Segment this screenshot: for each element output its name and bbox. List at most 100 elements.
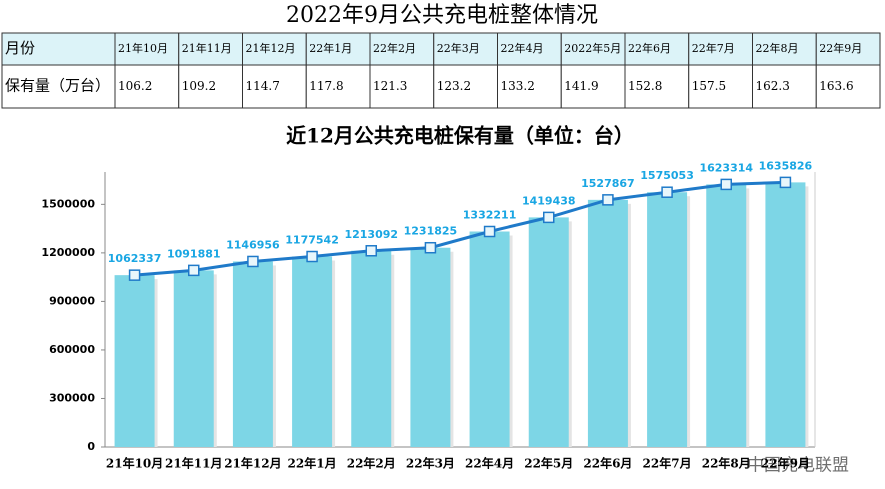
table-value: 109.2 (182, 79, 216, 93)
x-tick-label: 22年2月 (347, 456, 396, 471)
table-header: 22年3月 (437, 41, 480, 55)
x-tick-label: 22年6月 (583, 456, 632, 471)
table-value: 162.3 (756, 79, 790, 93)
table-value: 163.6 (819, 79, 853, 93)
bar (528, 217, 569, 447)
table-value: 117.8 (309, 79, 343, 93)
bar (232, 261, 273, 447)
table-value: 保有量（万台） (5, 77, 110, 95)
table-value: 121.3 (373, 79, 407, 93)
table-value: 157.5 (692, 79, 726, 93)
table-cell (688, 64, 753, 109)
table-header: 22年1月 (309, 41, 352, 55)
table-cell (752, 32, 817, 66)
bar (706, 184, 747, 447)
line-marker (365, 245, 377, 257)
data-label: 1332211 (463, 208, 517, 221)
table-header: 22年6月 (628, 41, 671, 55)
y-tick-label: 300000 (49, 391, 95, 404)
chart-title: 近12月公共充电桩保有量（单位：台） (286, 124, 634, 148)
x-tick-label: 22年9月 (761, 456, 810, 471)
x-tick-label: 21年11月 (165, 456, 222, 471)
x-tick-label: 22年7月 (643, 456, 692, 471)
x-tick-label: 21年12月 (224, 456, 281, 471)
data-label: 1213092 (344, 228, 398, 241)
table-value: 114.7 (246, 79, 280, 93)
table-header: 22年4月 (501, 41, 544, 55)
table-header: 22年2月 (373, 41, 416, 55)
y-tick-label: 900000 (49, 294, 95, 307)
table-cell (752, 64, 817, 109)
data-label: 1231825 (404, 225, 458, 238)
table-header: 22年9月 (819, 41, 862, 55)
bar (469, 231, 510, 447)
y-tick-label: 0 (87, 440, 95, 453)
line (134, 180, 786, 277)
watermark: 中国充电联盟 (747, 456, 849, 476)
table-value: 106.2 (118, 79, 152, 93)
data-label: 1062337 (108, 252, 162, 265)
bar (765, 182, 806, 447)
table-header: 21年11月 (182, 41, 232, 55)
table-cell (815, 64, 881, 109)
table-cell (560, 32, 626, 66)
table-value: 123.2 (437, 79, 471, 93)
table-value: 141.9 (564, 79, 598, 93)
bar (351, 250, 392, 447)
table-header: 22年8月 (756, 41, 799, 55)
line-marker (188, 264, 200, 277)
line-marker (602, 194, 614, 206)
bar (114, 275, 155, 447)
bar (587, 199, 628, 447)
x-tick-label: 22年3月 (406, 456, 455, 471)
table-value: 152.8 (628, 79, 662, 93)
data-label: 1091881 (167, 247, 221, 260)
data-label: 1623314 (699, 161, 753, 174)
data-label: 1419438 (522, 194, 576, 207)
bar (173, 270, 214, 447)
x-tick-label: 21年10月 (106, 456, 163, 471)
table-cell (560, 64, 626, 109)
table-header: 2022年5月 (564, 41, 621, 55)
data-label: 1177542 (285, 234, 339, 247)
data-label: 1635826 (759, 159, 813, 172)
table-cell (1, 64, 116, 109)
table-cell (305, 64, 371, 109)
line-marker (720, 178, 732, 191)
data-label: 1575053 (640, 169, 694, 182)
line-marker (128, 269, 141, 281)
table-cell (433, 32, 498, 66)
bar (292, 256, 333, 447)
table-title: 2022年9月公共充电桩整体情况 (286, 3, 598, 28)
x-tick-label: 22年5月 (524, 456, 573, 471)
y-tick-label: 1500000 (41, 197, 95, 210)
x-tick-label: 22年4月 (465, 456, 514, 471)
table-cell (114, 64, 180, 109)
table-header: 月份 (5, 39, 35, 57)
table-value: 133.2 (501, 79, 535, 93)
line-marker (483, 225, 496, 238)
x-tick-label: 22年8月 (702, 456, 751, 471)
y-tick-label: 1200000 (41, 246, 95, 259)
y-tick-label: 600000 (49, 343, 95, 356)
data-label: 1146956 (226, 238, 280, 251)
line-marker (424, 241, 437, 254)
table-cell (369, 64, 435, 109)
line-marker (306, 250, 318, 263)
bar (410, 247, 451, 447)
table-cell (815, 32, 881, 66)
line-marker (779, 176, 792, 189)
x-tick-label: 22年1月 (288, 456, 337, 471)
line-marker (543, 211, 555, 224)
table-header: 21年10月 (118, 41, 168, 55)
table-cell (369, 32, 435, 66)
line-marker (247, 255, 259, 268)
data-label: 1527867 (581, 177, 635, 190)
line-marker (661, 186, 673, 198)
table-cell (688, 32, 753, 66)
bar (647, 192, 688, 447)
table-cell (497, 32, 562, 66)
table-header: 21年12月 (246, 41, 296, 55)
